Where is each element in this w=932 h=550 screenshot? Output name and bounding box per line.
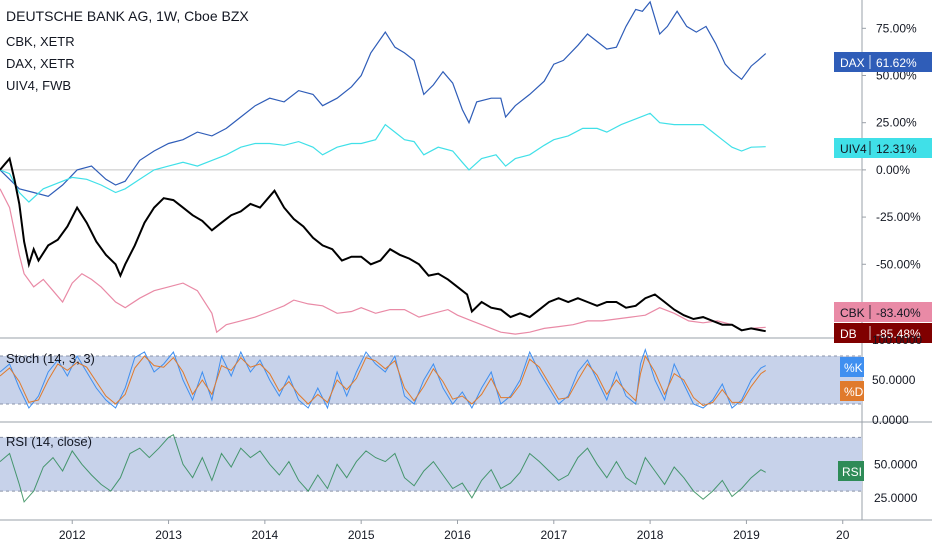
price-badge-db [834,323,932,343]
legend-uiv4[interactable]: UIV4, FWB [6,78,72,93]
y-tick-label: -25.00% [876,210,921,224]
price-badge-value: 12.31% [876,142,917,156]
x-tick-label: 2017 [540,528,567,542]
series-line-dax [0,0,767,197]
rsi-pane-title[interactable]: RSI (14, close) [6,434,92,449]
legend-cbk[interactable]: CBK, XETR [6,34,75,49]
x-tick-label: 2014 [252,528,279,542]
x-tick-label: 20 [836,528,850,542]
x-tick-label: 2016 [444,528,471,542]
price-badge-value: -83.40% [876,306,921,320]
rsi-line [0,433,766,503]
stoch-badge [840,357,864,377]
stoch-badge-label: %D [844,385,864,399]
price-badge-uiv4 [834,138,932,158]
stoch-y-tick-label: 0.0000 [872,413,909,427]
y-tick-label: -50.00% [876,257,921,271]
stoch-line-d [0,354,766,407]
x-tick-label: 2013 [155,528,182,542]
series-line-db [0,156,766,333]
stoch-band [0,356,862,404]
chart-title: DEUTSCHE BANK AG, 1W, Cboe BZX [6,8,249,24]
series-line-cbk [0,188,766,335]
price-badge-value: 61.62% [876,56,917,70]
stoch-y-tick-label: 50.0000 [872,373,916,387]
series-line-uiv4 [0,112,766,203]
rsi-y-tick-label: 50.0000 [874,457,918,471]
stoch-pane-title[interactable]: Stoch (14, 3, 3) [6,351,95,366]
stoch-y-tick-label: 100.0000 [872,333,922,347]
price-badge-symbol: CBK [840,306,865,320]
price-badge-dax [834,52,932,72]
price-badge-value: -85.48% [876,327,921,341]
stoch-badge [840,381,864,401]
price-badge-symbol: DAX [840,56,865,70]
legend-dax[interactable]: DAX, XETR [6,56,75,71]
price-badge-symbol: UIV4 [840,142,867,156]
price-badge-cbk [834,302,932,322]
rsi-badge [838,461,864,481]
y-tick-label: 25.00% [876,116,917,130]
x-tick-label: 2018 [637,528,664,542]
x-tick-label: 2012 [59,528,86,542]
stoch-line-k [0,347,766,410]
rsi-y-tick-label: 25.0000 [874,491,918,505]
x-tick-label: 2015 [348,528,375,542]
stoch-badge-label: %K [844,361,863,375]
y-tick-label: 75.00% [876,21,917,35]
y-tick-label: 50.00% [876,69,917,83]
price-badge-symbol: DB [840,327,857,341]
rsi-badge-label: RSI [842,465,862,479]
y-tick-label: 0.00% [876,163,910,177]
x-tick-label: 2019 [733,528,760,542]
